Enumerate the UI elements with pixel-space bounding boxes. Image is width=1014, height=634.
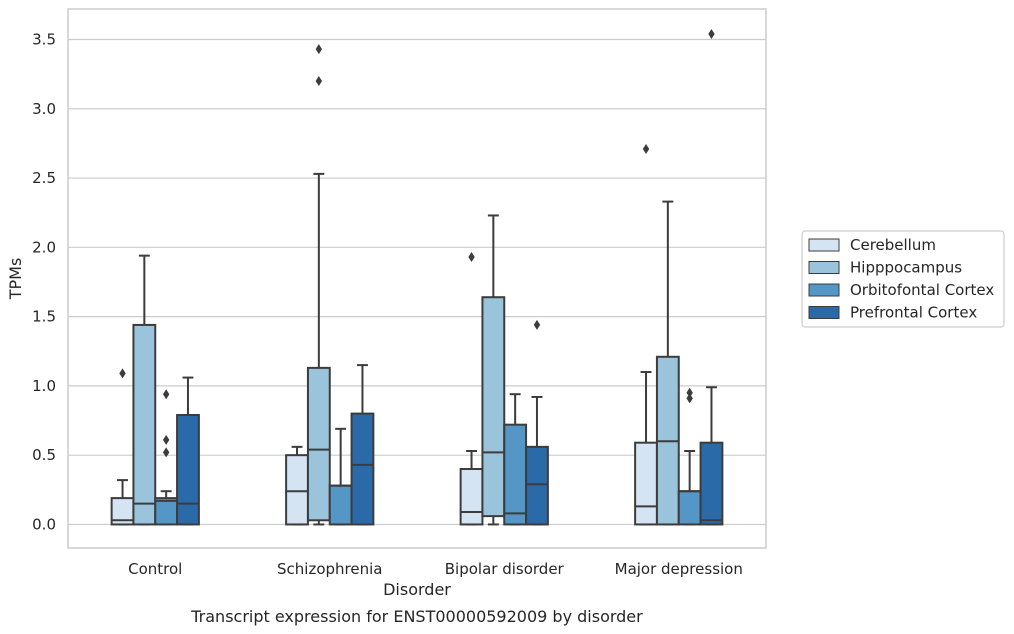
- box-cerebellum: [634, 143, 658, 526]
- box-cerebellum: [285, 445, 309, 526]
- box-iqr: [285, 454, 309, 526]
- box-iqr: [176, 413, 200, 526]
- outlier-point: [708, 28, 715, 39]
- y-tick-label: 1.0: [32, 377, 56, 395]
- legend-label: Orbitofontal Cortex: [850, 281, 994, 299]
- legend-swatch: [808, 261, 840, 274]
- box-orbitofontal-cortex: [677, 387, 702, 526]
- outlier-point: [315, 44, 323, 55]
- box-iqr: [634, 441, 658, 526]
- legend-label: Hipppocampus: [850, 259, 962, 277]
- outlier-point: [533, 319, 541, 330]
- outlier-point: [162, 434, 170, 445]
- legend-label: Prefrontal Cortex: [850, 304, 977, 322]
- box-iqr: [525, 445, 549, 526]
- legend-box: [801, 230, 1005, 328]
- box-cerebellum: [110, 368, 135, 526]
- x-tick-label: Bipolar disorder: [445, 560, 565, 578]
- x-tick-label: Control: [128, 560, 182, 578]
- box-iqr: [459, 468, 484, 526]
- box-iqr: [481, 296, 506, 518]
- legend-label: Cerebellum: [850, 236, 936, 254]
- box-cerebellum: [459, 252, 484, 526]
- y-tick-label: 3.5: [32, 30, 56, 48]
- legend-swatch: [808, 283, 840, 297]
- outlier-point: [162, 447, 170, 458]
- box-hipppocampus: [655, 200, 680, 526]
- y-tick-label: 2.5: [32, 169, 56, 187]
- box-iqr: [699, 441, 724, 526]
- box-iqr: [350, 412, 375, 526]
- box-prefrontal-cortex: [699, 28, 724, 526]
- plot-frame: [67, 8, 767, 549]
- y-tick-label: 0.0: [32, 515, 56, 533]
- box-hipppocampus: [481, 214, 506, 526]
- box-iqr: [132, 323, 157, 526]
- box-iqr: [306, 366, 331, 522]
- outlier-point: [468, 252, 475, 263]
- y-tick-labels: 0.0 0.5 1.0 1.5 2.0 2.5 3.0 3.5: [32, 30, 56, 533]
- legend-swatch: [808, 238, 840, 252]
- outlier-point: [642, 143, 650, 154]
- chart-caption: Transcript expression for ENST0000059200…: [190, 607, 643, 626]
- outlier-point: [315, 76, 323, 87]
- box-prefrontal-cortex: [350, 364, 375, 526]
- y-tick-label: 3.0: [32, 100, 56, 118]
- legend: Cerebellum Hipppocampus Orbitofontal Corte…: [801, 230, 1005, 328]
- box-hipppocampus: [132, 254, 157, 526]
- x-tick-label: Schizophrenia: [277, 560, 382, 578]
- y-tick-label: 2.0: [32, 238, 56, 256]
- box-iqr: [328, 484, 353, 526]
- legend-swatch: [808, 306, 840, 319]
- y-axis-title: TPMs: [6, 258, 25, 301]
- box-orbitofontal-cortex: [154, 389, 179, 526]
- box-iqr: [154, 497, 179, 526]
- box-orbitofontal-cortex: [328, 427, 353, 526]
- outlier-point: [119, 368, 126, 379]
- x-tick-labels: Control Schizophrenia Bipolar disorder Majo…: [128, 560, 743, 578]
- x-axis-title: Disorder: [383, 580, 451, 599]
- box-iqr: [677, 490, 702, 526]
- outlier-point: [686, 387, 693, 398]
- box-hipppocampus: [306, 44, 331, 526]
- y-tick-label: 1.5: [32, 308, 56, 326]
- y-tick-label: 0.5: [32, 446, 56, 464]
- x-tick-label: Major depression: [615, 560, 743, 578]
- box-orbitofontal-cortex: [503, 393, 528, 526]
- box-prefrontal-cortex: [176, 376, 200, 526]
- box-plot-series: [110, 28, 724, 526]
- outlier-point: [686, 393, 693, 404]
- box-iqr: [503, 423, 528, 526]
- outlier-point: [162, 389, 170, 400]
- box-prefrontal-cortex: [525, 319, 549, 526]
